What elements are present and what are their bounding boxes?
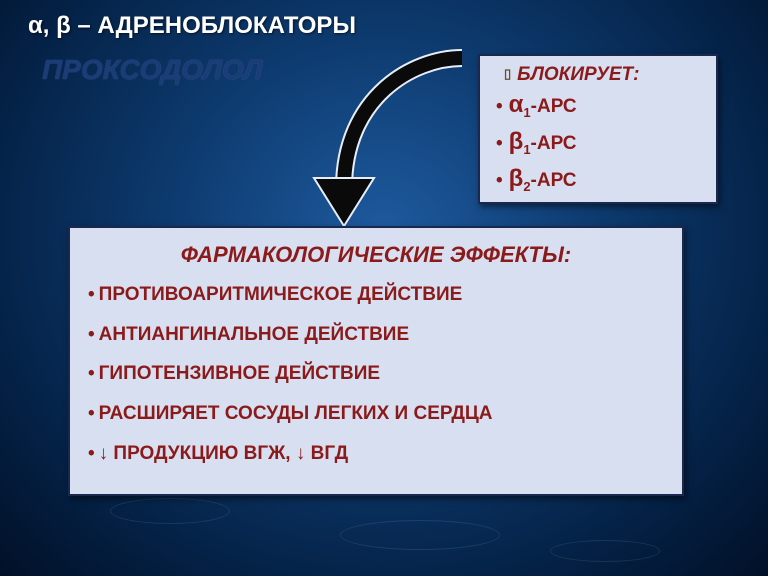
effects-heading: ФАРМАКОЛОГИЧЕСКИЕ ЭФФЕКТЫ: [88,242,664,268]
blocks-item: •β1-АРС [494,123,702,160]
effects-box: ФАРМАКОЛОГИЧЕСКИЕ ЭФФЕКТЫ: •ПРОТИВОАРИТМ… [68,226,684,496]
page-title: α, β – АДРЕНОБЛОКАТОРЫ [28,12,356,40]
curved-arrow-icon [292,48,492,238]
effects-item: •ГИПОТЕНЗИВНОЕ ДЕЙСТВИЕ [88,361,664,387]
drug-name: ПРОКСОДОЛОЛ [42,54,263,86]
ripple [340,520,500,550]
effects-item: •АНТИАНГИНАЛЬНОЕ ДЕЙСТВИЕ [88,322,664,348]
effects-item: •↓ ПРОДУКЦИЮ ВГЖ, ↓ ВГД [88,441,664,467]
ripple [550,540,660,562]
ripple [110,498,230,524]
effects-item: •ПРОТИВОАРИТМИЧЕСКОЕ ДЕЙСТВИЕ [88,282,664,308]
blocks-box: БЛОКИРУЕТ: •α1-АРС •β1-АРС •β2-АРС [478,54,718,204]
blocks-item: •β2-АРС [494,160,702,197]
blocks-heading: БЛОКИРУЕТ: [494,64,702,86]
blocks-item: •α1-АРС [494,86,702,123]
effects-item: •РАСШИРЯЕТ СОСУДЫ ЛЕГКИХ И СЕРДЦА [88,401,664,427]
